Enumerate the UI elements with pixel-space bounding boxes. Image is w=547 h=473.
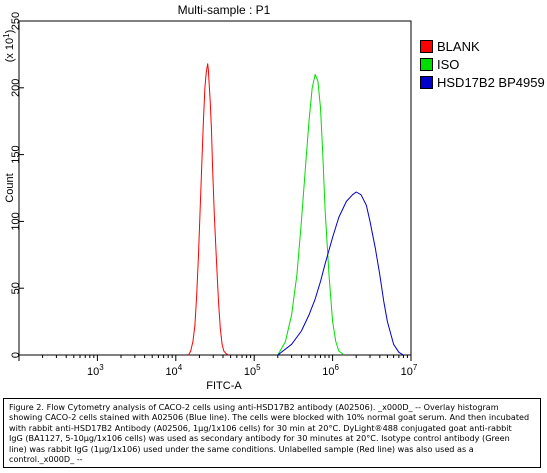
legend-label-hsd17b2: HSD17B2 BP4959: [437, 74, 545, 90]
legend: BLANK ISO HSD17B2 BP4959: [420, 38, 545, 92]
caption-line: control._x000D_ --: [9, 454, 83, 465]
x-axis-label: FITC-A: [206, 380, 242, 392]
legend-swatch-blank: [420, 39, 433, 53]
legend-item-hsd17b2: HSD17B2 BP4959: [420, 74, 545, 90]
y-tick-label: 50: [10, 282, 22, 294]
x-tick-label: 103: [87, 363, 104, 378]
flow-cytometry-histogram: Multi-sample : P1 (x 101) Count FITC-A 0…: [2, 3, 418, 392]
y-multiplier-base: (x 10: [4, 38, 16, 62]
y-multiplier-exp: 1: [2, 33, 11, 38]
caption-line: with rabbit anti-HSD17B2 Antibody (A0250…: [9, 422, 512, 433]
y-axis-label: Count: [4, 173, 16, 202]
x-tick-label: 106: [322, 363, 339, 378]
caption-line: showing CACO-2 cells stained with A02506…: [9, 412, 530, 423]
legend-swatch-hsd17b2: [420, 75, 433, 89]
caption-line: IgG (BA1127, 5-10μg/1x106 cells) was use…: [9, 433, 510, 444]
y-tick-label: 100: [10, 212, 22, 230]
legend-swatch-iso: [420, 57, 433, 71]
series-layer: [188, 63, 404, 356]
legend-label-blank: BLANK: [437, 38, 480, 54]
series-line-0: [188, 63, 229, 356]
plot-frame: [18, 20, 412, 356]
y-axis-ticks: 0 50 100 150 200 250: [10, 12, 24, 358]
figure-caption: Figure 2. Flow Cytometry analysis of CAC…: [3, 398, 541, 468]
legend-item-iso: ISO: [420, 56, 545, 72]
x-tick-label: 105: [244, 363, 261, 378]
y-multiplier-close: ): [4, 30, 16, 34]
caption-line: Figure 2. Flow Cytometry analysis of CAC…: [9, 402, 499, 412]
x-tick-label: 107: [401, 363, 418, 378]
chart-title: Multi-sample : P1: [178, 3, 271, 17]
svg-text:(x 101): (x 101): [2, 30, 16, 63]
y-tick-label: 250: [10, 12, 22, 30]
y-tick-label: 200: [10, 79, 22, 97]
x-axis-ticks: 103 104 105 106 107: [18, 355, 418, 378]
legend-item-blank: BLANK: [420, 38, 545, 54]
caption-line: line) was rabbit IgG (1μg/1x106) used un…: [9, 443, 474, 454]
y-tick-label: 150: [10, 145, 22, 163]
y-axis-multiplier: (x 101): [2, 30, 16, 63]
legend-label-iso: ISO: [437, 56, 460, 72]
x-tick-label: 104: [165, 363, 182, 378]
series-line-2: [277, 191, 404, 356]
series-line-1: [277, 73, 345, 356]
y-tick-label: 0: [10, 352, 22, 358]
